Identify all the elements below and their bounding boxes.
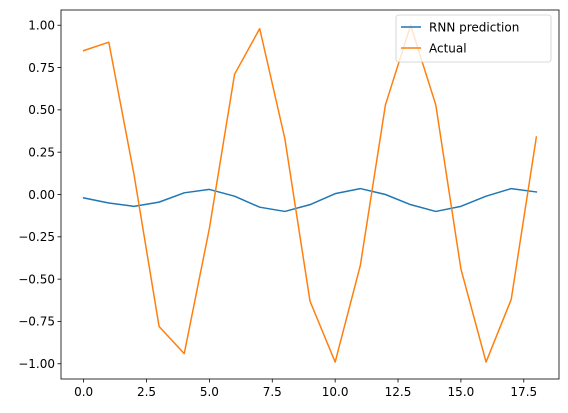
data-point-actual bbox=[309, 300, 311, 302]
legend-label: Actual bbox=[429, 41, 467, 55]
data-point-actual bbox=[208, 227, 210, 229]
y-tick-label: −0.50 bbox=[18, 272, 55, 286]
data-point-actual bbox=[510, 298, 512, 300]
series-layer bbox=[82, 24, 538, 363]
legend: RNN prediction Actual bbox=[395, 14, 552, 63]
data-point-rnn-prediction bbox=[234, 195, 236, 197]
y-tick-label: −0.25 bbox=[18, 230, 55, 244]
y-axis: −1.00 −0.75 −0.50 −0.25 0.00 0.25 0.50 0.75 1.00 bbox=[18, 19, 61, 371]
data-point-rnn-prediction bbox=[435, 210, 437, 212]
data-point-actual bbox=[234, 73, 236, 75]
x-axis: 0.0 2.5 5.0 7.5 10.0 12.5 15.0 17.5 bbox=[74, 379, 537, 399]
x-tick-label: 2.5 bbox=[137, 385, 156, 399]
data-point-rnn-prediction bbox=[359, 188, 361, 190]
x-tick-label: 15.0 bbox=[448, 385, 475, 399]
data-point-actual bbox=[535, 136, 537, 138]
data-point-actual bbox=[485, 361, 487, 363]
y-tick-label: 1.00 bbox=[28, 19, 55, 33]
y-tick-label: 0.75 bbox=[28, 61, 55, 75]
x-tick-label: 0.0 bbox=[74, 385, 93, 399]
data-point-actual bbox=[158, 326, 160, 328]
y-tick-label: 0.00 bbox=[28, 188, 55, 202]
data-point-rnn-prediction bbox=[108, 202, 110, 204]
data-point-rnn-prediction bbox=[259, 206, 261, 208]
legend-label: RNN prediction bbox=[429, 20, 519, 34]
x-tick-label: 12.5 bbox=[385, 385, 412, 399]
x-tick-label: 7.5 bbox=[263, 385, 282, 399]
data-point-rnn-prediction bbox=[384, 194, 386, 196]
data-point-actual bbox=[108, 41, 110, 43]
data-point-rnn-prediction bbox=[309, 204, 311, 206]
data-point-rnn-prediction bbox=[133, 205, 135, 207]
data-point-rnn-prediction bbox=[334, 193, 336, 195]
data-point-actual bbox=[384, 104, 386, 106]
legend-box bbox=[395, 14, 552, 63]
data-point-actual bbox=[259, 28, 261, 30]
data-point-rnn-prediction bbox=[284, 210, 286, 212]
data-point-actual bbox=[83, 50, 85, 52]
data-point-rnn-prediction bbox=[485, 195, 487, 197]
data-point-actual bbox=[284, 138, 286, 140]
y-tick-label: 0.50 bbox=[28, 103, 55, 117]
data-point-actual bbox=[334, 361, 336, 363]
data-point-rnn-prediction bbox=[183, 192, 185, 194]
data-point-rnn-prediction bbox=[535, 191, 537, 193]
data-point-actual bbox=[183, 353, 185, 355]
y-tick-label: 0.25 bbox=[28, 145, 55, 159]
data-point-rnn-prediction bbox=[158, 201, 160, 203]
y-tick-label: −0.75 bbox=[18, 315, 55, 329]
x-tick-label: 5.0 bbox=[200, 385, 219, 399]
data-point-rnn-prediction bbox=[410, 204, 412, 206]
plot-area bbox=[61, 10, 559, 379]
series-line-rnn-prediction bbox=[82, 187, 538, 213]
data-point-actual bbox=[460, 268, 462, 270]
y-tick-label: −1.00 bbox=[18, 357, 55, 371]
x-tick-label: 17.5 bbox=[510, 385, 537, 399]
data-point-actual bbox=[435, 104, 437, 106]
series-line-actual bbox=[82, 24, 538, 363]
data-point-rnn-prediction bbox=[510, 188, 512, 190]
data-point-actual bbox=[133, 173, 135, 175]
data-point-rnn-prediction bbox=[83, 197, 85, 199]
x-tick-label: 10.0 bbox=[322, 385, 349, 399]
data-point-rnn-prediction bbox=[460, 205, 462, 207]
data-point-rnn-prediction bbox=[208, 188, 210, 190]
data-point-actual bbox=[359, 265, 361, 267]
